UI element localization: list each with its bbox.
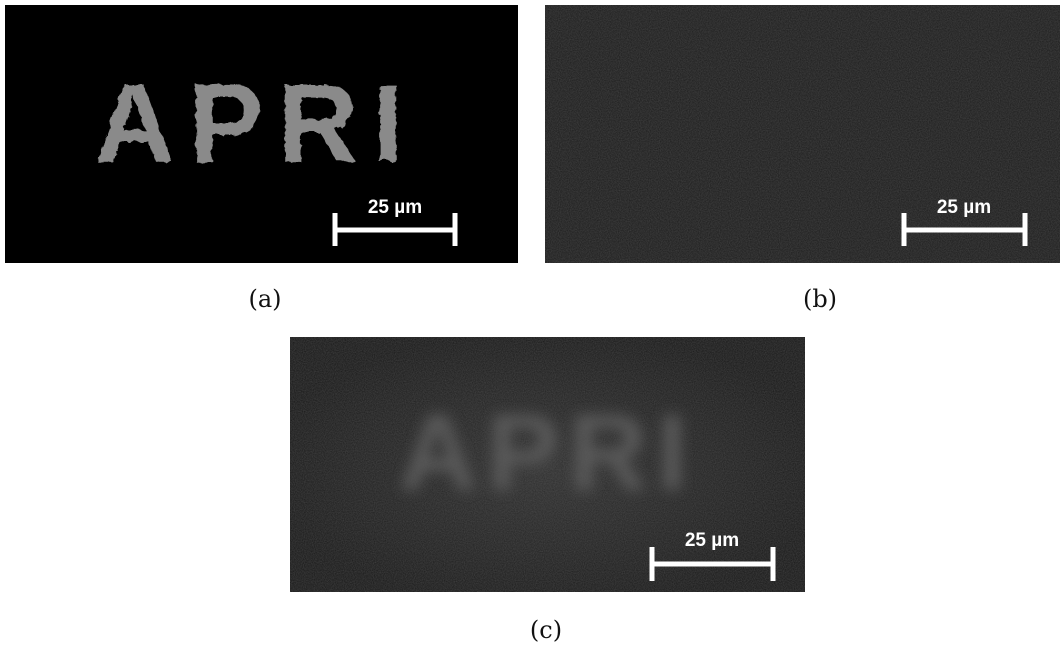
caption: (c) [530,616,562,644]
image-text: APRI [399,392,697,513]
page: APRI 25 µm 25 µm APRI 25 µm (a) (b) (c) … [0,0,1060,645]
scale-label: 25 µm [368,197,422,218]
image-a: APRI 25 µm [5,5,518,263]
caption: (b) [803,285,837,313]
scale-label: 25 µm [685,530,739,551]
image-text: APRI [92,60,416,185]
scale-label: 25 µm [937,197,991,218]
image-b: 25 µm [545,5,1060,263]
caption: (a) [248,285,281,313]
noise [545,5,1060,263]
image-c: APRI 25 µm [290,337,805,592]
